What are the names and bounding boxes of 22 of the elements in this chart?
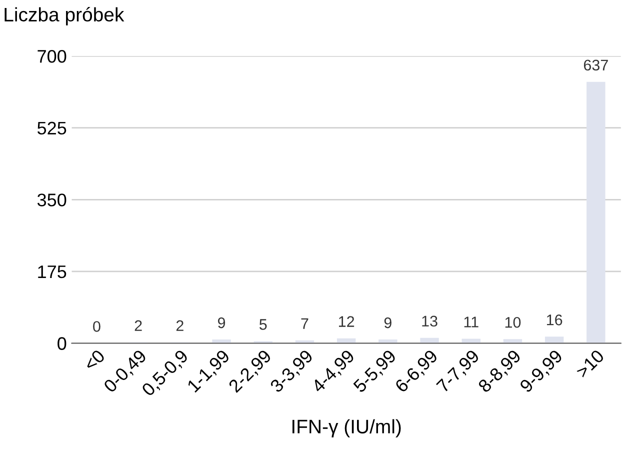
y-tick-label: 525: [38, 122, 66, 135]
y-tick-label: 175: [38, 266, 66, 278]
data-label: 2: [176, 320, 184, 331]
y-tick-label: 350: [37, 194, 66, 206]
data-label: 16: [546, 314, 562, 326]
data-label: 11: [464, 316, 478, 328]
data-label: 12: [338, 316, 354, 327]
data-label: 2: [134, 320, 142, 331]
data-label: 10: [505, 316, 521, 328]
x-tick-label: <0: [83, 348, 106, 372]
y-tick-label: 700: [38, 50, 66, 63]
x-axis-title: IFN-γ (IU/ml): [292, 419, 401, 438]
data-label: 9: [384, 317, 392, 328]
data-label: 7: [301, 318, 308, 329]
data-label: 9: [218, 317, 226, 328]
data-label: 637: [584, 60, 608, 71]
data-label: 0: [93, 321, 100, 332]
y-tick-label: 0: [58, 337, 66, 350]
x-tick-label: >10: [575, 348, 605, 379]
data-label: 13: [422, 316, 438, 327]
y-axis-title: Liczba próbek: [4, 7, 124, 26]
data-label: 5: [259, 319, 267, 330]
